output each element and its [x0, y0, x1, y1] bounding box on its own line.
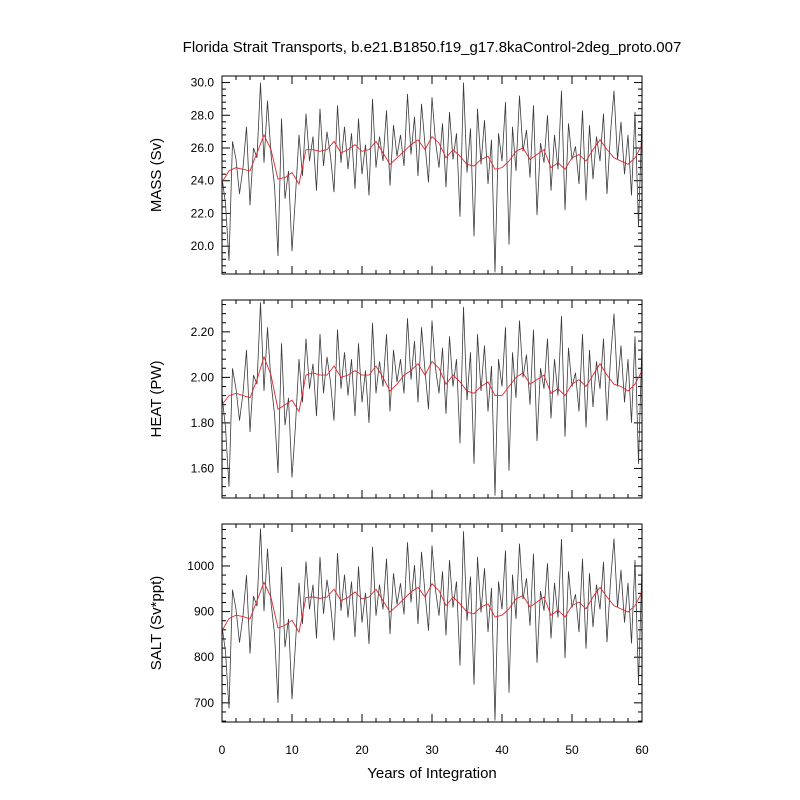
- x-tick-label: 10: [285, 743, 299, 757]
- x-axis-label: Years of Integration: [367, 765, 497, 782]
- x-tick-label: 60: [635, 743, 649, 757]
- chart-title: Florida Strait Transports, b.e21.B1850.f…: [183, 39, 682, 56]
- monthly-line-heat: [222, 302, 642, 496]
- panel-mass: MASS (Sv) 20.0 22.0 24.0 26.0 28.0 30.0: [148, 75, 643, 275]
- y-axis-label-mass: MASS (Sv): [148, 138, 165, 212]
- y-tick-label-salt: 1000: [187, 559, 214, 573]
- x-tick-label: 0: [219, 743, 226, 757]
- x-tick-label: 20: [355, 743, 369, 757]
- x-tick-label: 40: [495, 743, 509, 757]
- smoothed-line-heat: [222, 355, 642, 413]
- y-tick-label-heat: 2.20: [191, 325, 215, 339]
- panel-salt: SALT (Sv*ppt) 700 800 900 1000 0 10 20 30 40 50 60: [148, 523, 649, 757]
- plot-frame-heat: [221, 299, 643, 499]
- y-tick-label-heat: 1.60: [191, 461, 215, 475]
- monthly-line-salt: [222, 528, 642, 721]
- smoothed-line-salt: [222, 581, 642, 634]
- y-tick-label-heat: 2.00: [191, 370, 215, 384]
- y-tick-label-mass: 30.0: [191, 76, 215, 90]
- x-tick-label: 30: [425, 743, 439, 757]
- y-tick-label-mass: 20.0: [191, 239, 215, 253]
- y-tick-label-mass: 28.0: [191, 108, 215, 122]
- y-tick-label-heat: 1.80: [191, 416, 215, 430]
- monthly-line-mass: [222, 82, 642, 273]
- y-tick-label-salt: 900: [194, 605, 214, 619]
- y-tick-label-salt: 800: [194, 650, 214, 664]
- smoothed-line-mass: [222, 133, 642, 186]
- y-tick-label-mass: 26.0: [191, 141, 215, 155]
- panel-heat: HEAT (PW) 1.60 1.80 2.00 2.20: [148, 299, 643, 499]
- plot-frame-mass: [221, 75, 643, 275]
- plot-frame-salt: [221, 523, 643, 723]
- y-tick-label-mass: 22.0: [191, 206, 215, 220]
- y-tick-label-salt: 700: [194, 696, 214, 710]
- y-axis-label-salt: SALT (Sv*ppt): [148, 576, 165, 670]
- y-tick-label-mass: 24.0: [191, 174, 215, 188]
- x-tick-label: 50: [565, 743, 579, 757]
- y-axis-label-heat: HEAT (PW): [148, 361, 165, 438]
